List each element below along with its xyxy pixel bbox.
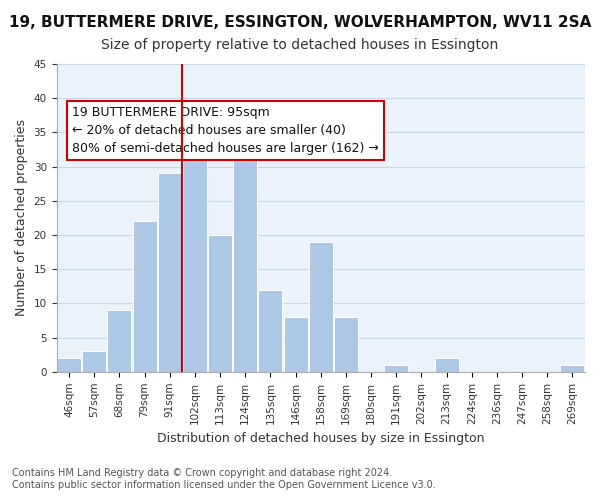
Bar: [158, 174, 182, 372]
X-axis label: Distribution of detached houses by size in Essington: Distribution of detached houses by size …: [157, 432, 485, 445]
Bar: [208, 235, 232, 372]
Text: 19 BUTTERMERE DRIVE: 95sqm
← 20% of detached houses are smaller (40)
80% of semi: 19 BUTTERMERE DRIVE: 95sqm ← 20% of deta…: [73, 106, 379, 154]
Bar: [560, 365, 584, 372]
Bar: [309, 242, 333, 372]
Bar: [434, 358, 458, 372]
Bar: [107, 310, 131, 372]
Bar: [82, 352, 106, 372]
Bar: [57, 358, 81, 372]
Bar: [183, 139, 207, 372]
Bar: [284, 317, 308, 372]
Bar: [233, 153, 257, 372]
Bar: [334, 317, 358, 372]
Text: Size of property relative to detached houses in Essington: Size of property relative to detached ho…: [101, 38, 499, 52]
Bar: [259, 290, 283, 372]
Bar: [385, 365, 408, 372]
Text: Contains HM Land Registry data © Crown copyright and database right 2024.
Contai: Contains HM Land Registry data © Crown c…: [12, 468, 436, 490]
Y-axis label: Number of detached properties: Number of detached properties: [15, 120, 28, 316]
Bar: [133, 222, 157, 372]
Text: 19, BUTTERMERE DRIVE, ESSINGTON, WOLVERHAMPTON, WV11 2SA: 19, BUTTERMERE DRIVE, ESSINGTON, WOLVERH…: [9, 15, 591, 30]
